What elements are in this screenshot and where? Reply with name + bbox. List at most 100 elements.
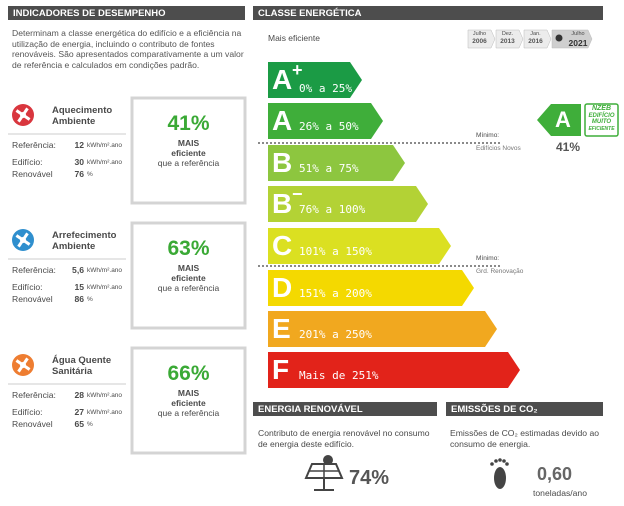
date-year: 2016	[528, 38, 543, 45]
emissions-value: 0,60	[537, 464, 573, 484]
section-header	[446, 402, 603, 416]
class-bar	[268, 62, 362, 98]
class-bar	[268, 352, 520, 388]
row-label: Edifício:	[12, 282, 43, 292]
result-line: eficiente	[171, 398, 206, 408]
class-bar	[268, 103, 383, 139]
row-label: Referência:	[12, 265, 56, 275]
threshold-sub: Grd. Renovação	[476, 268, 524, 275]
row-value: 30	[74, 157, 84, 167]
date-tab	[523, 29, 552, 49]
row-unit: %	[87, 295, 93, 303]
date-year: 2021	[568, 38, 588, 48]
item-icon-blade	[21, 232, 29, 241]
row-label: Edifício:	[12, 157, 43, 167]
class-bar	[268, 228, 451, 264]
item-name: Arrefecimento Ambiente	[52, 230, 117, 252]
row-label: Renovável	[12, 419, 53, 429]
row-unit: %	[87, 420, 93, 428]
result-percent: 41%	[167, 112, 210, 135]
section-title: EMISSÕES DE CO₂	[451, 403, 538, 415]
footprint-toe	[502, 459, 506, 463]
section-header	[8, 6, 245, 20]
result-box	[130, 221, 247, 330]
row-value: 27	[74, 407, 84, 417]
row-value: 12	[74, 140, 84, 150]
badge	[584, 103, 619, 137]
row-value: 86	[74, 294, 84, 304]
class-range: 101% a 150%	[299, 245, 372, 258]
item-icon-blade	[17, 364, 25, 373]
result-arrow	[537, 104, 581, 136]
class-letter: B	[272, 147, 293, 178]
badge-text: NZEB	[591, 105, 612, 112]
result-letter: A	[555, 107, 571, 132]
row-label: Referência:	[12, 140, 56, 150]
item-icon-blade	[21, 357, 29, 366]
footprint-toe	[494, 459, 498, 463]
date-tab	[495, 29, 524, 49]
class-range: 26% a 50%	[299, 120, 359, 133]
section-title: INDICADORES DE DESEMPENHO	[13, 7, 166, 19]
date-month: Julho	[472, 31, 487, 37]
item-name: Aquecimento Ambiente	[52, 105, 113, 127]
footprint	[494, 467, 506, 489]
intro-text: Determinam a classe energética do edifíc…	[12, 28, 244, 70]
result-percent: 66%	[167, 362, 210, 385]
class-letter: F	[272, 354, 290, 385]
result-more: MAIS	[177, 138, 200, 148]
renewable-value: 74%	[349, 467, 390, 489]
date-tab	[467, 29, 496, 49]
sun	[323, 455, 333, 465]
class-range: 151% a 200%	[299, 287, 372, 300]
item-name: Água Quente Sanitária	[52, 355, 112, 377]
row-value: 28	[74, 390, 84, 400]
class-mark: +	[292, 60, 303, 80]
row-unit: kWh/m².ano	[87, 283, 123, 291]
row-value: 65	[74, 419, 84, 429]
footprint-toe	[505, 462, 509, 466]
threshold-label: Mínimo:	[476, 132, 500, 139]
class-mark: −	[292, 184, 303, 204]
date-month: Julho	[571, 31, 585, 37]
solar-panel	[304, 463, 344, 479]
row-unit: %	[87, 170, 93, 178]
row-unit: kWh/m².ano	[87, 158, 123, 166]
class-range: 0% a 25%	[299, 82, 352, 95]
badge-text: EFICIENTE	[588, 126, 615, 132]
date-month: Dez.	[501, 31, 514, 37]
date-pin	[555, 34, 563, 42]
row-unit: kWh/m².ano	[87, 408, 123, 416]
footprint-toe	[490, 462, 494, 466]
class-range: 201% a 250%	[299, 328, 372, 341]
class-letter: E	[272, 313, 291, 344]
date-month: Jan.	[530, 31, 541, 37]
top-label: Mais eficiente	[268, 33, 320, 43]
renewable-text: Contributo de energia renovável no consu…	[258, 428, 430, 449]
item-icon-blade	[15, 234, 24, 242]
result-line: que a referência	[157, 158, 220, 168]
class-bar	[268, 186, 428, 222]
class-bar	[268, 145, 405, 181]
badge-text: MUITO	[591, 119, 612, 125]
row-value: 5,6	[72, 265, 84, 275]
row-label: Edifício:	[12, 407, 43, 417]
class-range: 76% a 100%	[299, 203, 366, 216]
result-box	[130, 346, 247, 455]
result-line: que a referência	[157, 283, 220, 293]
row-label: Referência:	[12, 390, 56, 400]
section-header	[253, 402, 437, 416]
footprint-toe	[498, 458, 502, 462]
row-unit: kWh/m².ano	[87, 266, 123, 274]
row-label: Renovável	[12, 169, 53, 179]
class-range: Mais de 251%	[299, 369, 379, 382]
row-label: Renovável	[12, 294, 53, 304]
result-line: que a referência	[157, 408, 220, 418]
result-box	[130, 96, 247, 205]
emissions-text: Emissões de CO₂ estimadas devido ao cons…	[450, 428, 600, 449]
result-percent: 63%	[167, 237, 210, 260]
class-letter: B	[272, 188, 293, 219]
result-more: MAIS	[177, 263, 200, 273]
